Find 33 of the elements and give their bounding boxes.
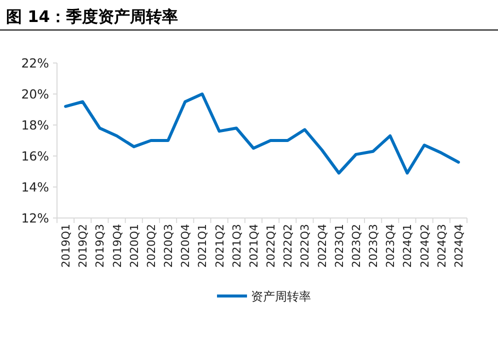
y-tick-label: 16% xyxy=(21,148,50,164)
x-tick-label: 2023Q4 xyxy=(384,224,398,268)
x-tick-label: 2023Q1 xyxy=(332,224,346,268)
x-tick-label: 2022Q4 xyxy=(316,224,329,268)
x-tick-label: 2019Q4 xyxy=(110,224,124,268)
x-tick-label: 2020Q2 xyxy=(144,224,158,268)
x-tick-label: 2019Q2 xyxy=(76,224,90,268)
x-tick-label: 2021Q2 xyxy=(213,224,226,268)
y-tick-label: 20% xyxy=(21,86,50,102)
legend-label: 资产周转率 xyxy=(251,290,311,304)
x-tick-label: 2019Q1 xyxy=(60,224,73,268)
x-tick-label: 2022Q1 xyxy=(264,224,278,268)
x-tick-label: 2023Q3 xyxy=(367,224,380,268)
x-tick-label: 2020Q3 xyxy=(162,224,176,268)
x-tick-label: 2024Q4 xyxy=(452,224,466,268)
y-tick-label: 18% xyxy=(21,118,50,132)
x-tick-label: 2019Q3 xyxy=(94,224,107,268)
y-tick-label: 12% xyxy=(21,210,50,226)
x-tick-label: 2021Q4 xyxy=(247,224,260,268)
x-tick-label: 2022Q2 xyxy=(282,224,295,268)
x-tick-label: 2020Q1 xyxy=(128,224,141,268)
x-tick-label: 2021Q3 xyxy=(230,224,244,268)
x-tick-label: 2024Q2 xyxy=(418,224,432,268)
x-tick-label: 2024Q1 xyxy=(401,224,414,268)
x-tick-label: 2024Q3 xyxy=(435,224,448,268)
x-tick-label: 2022Q3 xyxy=(298,224,312,268)
y-tick-label: 22% xyxy=(21,56,50,70)
x-tick-label: 2021Q1 xyxy=(196,224,210,268)
y-tick-label: 14% xyxy=(21,180,50,194)
x-tick-label: 2023Q2 xyxy=(350,224,363,268)
line-series xyxy=(64,92,460,175)
chart-title: 图 14：季度资产周转率 xyxy=(6,7,178,26)
x-tick-label: 2020Q4 xyxy=(179,224,192,268)
